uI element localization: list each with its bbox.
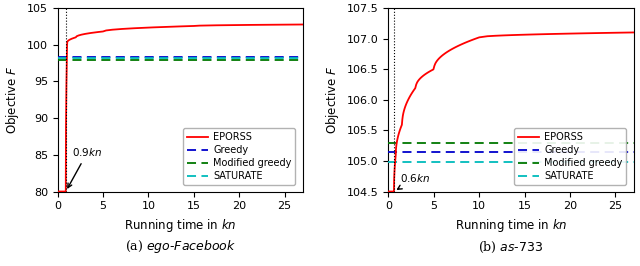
- X-axis label: Running time in $kn$: Running time in $kn$: [124, 217, 236, 234]
- Legend: EPORSS, Greedy, Modified greedy, SATURATE: EPORSS, Greedy, Modified greedy, SATURAT…: [183, 128, 296, 185]
- Y-axis label: Objective $F$: Objective $F$: [324, 66, 342, 134]
- Legend: EPORSS, Greedy, Modified greedy, SATURATE: EPORSS, Greedy, Modified greedy, SATURAT…: [514, 128, 627, 185]
- Y-axis label: Objective $F$: Objective $F$: [4, 66, 21, 134]
- Text: (a) $\mathit{ego\text{-}Facebook}$: (a) $\mathit{ego\text{-}Facebook}$: [125, 238, 236, 255]
- X-axis label: Running time in $kn$: Running time in $kn$: [455, 217, 567, 234]
- Text: (b) $\mathit{as\text{-}733}$: (b) $\mathit{as\text{-}733}$: [479, 240, 543, 255]
- Text: 0.6$kn$: 0.6$kn$: [397, 172, 431, 189]
- Text: 0.9$kn$: 0.9$kn$: [68, 147, 102, 188]
